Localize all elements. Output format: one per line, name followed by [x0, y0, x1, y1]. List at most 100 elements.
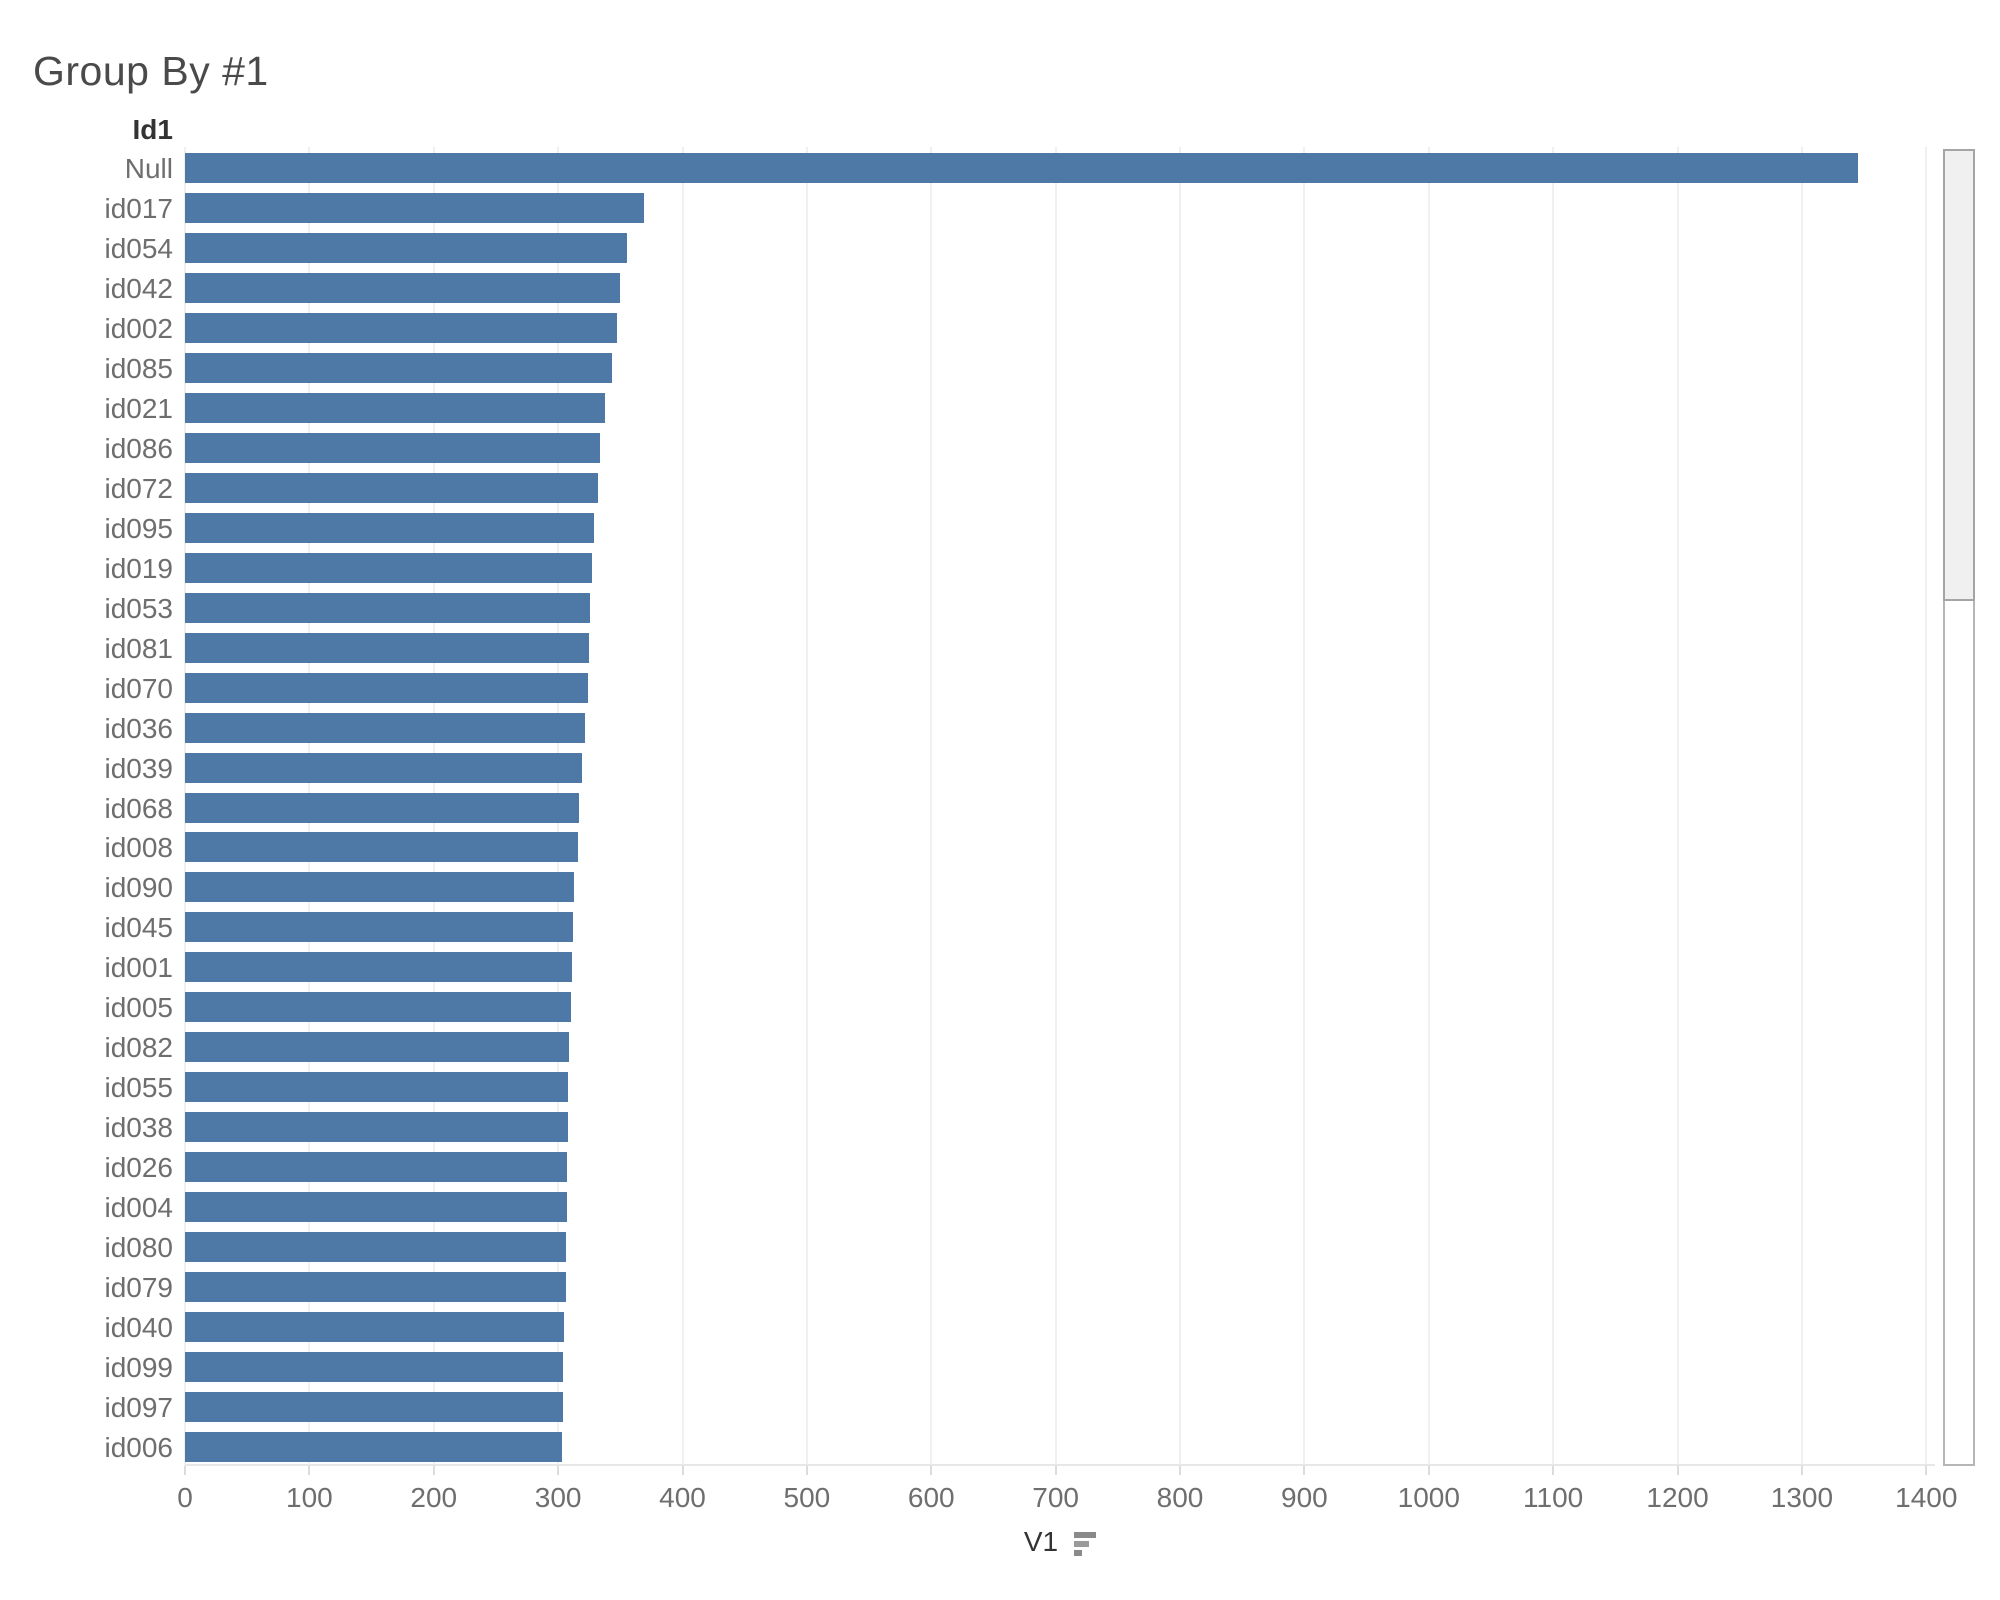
row-label[interactable]: id068 — [104, 792, 173, 824]
gridline — [805, 147, 808, 1466]
row-label[interactable]: id026 — [104, 1152, 173, 1184]
gridline — [1179, 147, 1182, 1466]
row-label[interactable]: id053 — [104, 592, 173, 624]
x-axis-tick-label: 100 — [286, 1482, 333, 1513]
x-axis-tick-label: 1300 — [1770, 1482, 1834, 1513]
x-axis-tick-label: 400 — [659, 1482, 706, 1513]
row-label[interactable]: id099 — [104, 1352, 173, 1384]
row-label[interactable]: id072 — [104, 472, 173, 504]
row-label[interactable]: id001 — [104, 952, 173, 984]
gridline — [1925, 147, 1928, 1466]
row-label[interactable]: id021 — [104, 392, 173, 424]
bar-mark[interactable] — [185, 153, 1858, 183]
bar-mark[interactable] — [185, 1072, 569, 1103]
bar-mark[interactable] — [185, 1032, 570, 1063]
gridline — [1054, 147, 1057, 1466]
row-label[interactable]: id042 — [104, 272, 173, 304]
plot-area — [184, 147, 1935, 1466]
tick-mark — [1552, 1466, 1555, 1475]
row-label[interactable]: id079 — [104, 1272, 173, 1304]
gridline — [681, 147, 684, 1466]
chart-title: Group By #1 — [33, 48, 269, 94]
bar-mark[interactable] — [185, 232, 627, 263]
bar-mark[interactable] — [185, 432, 601, 463]
row-label[interactable]: id082 — [104, 1032, 173, 1064]
tick-mark — [1303, 1466, 1306, 1475]
row-label[interactable]: id085 — [104, 352, 173, 384]
bar-mark[interactable] — [185, 312, 617, 343]
row-label[interactable]: id008 — [104, 832, 173, 864]
row-label[interactable]: id039 — [104, 752, 173, 784]
bar-mark[interactable] — [185, 1432, 562, 1463]
row-label-column: Null id017 id054 id042 id002 id085 id021 id086 i… — [0, 147, 173, 1466]
gridline — [1676, 147, 1679, 1466]
bar-mark[interactable] — [185, 192, 644, 223]
x-axis-tick-label: 300 — [534, 1482, 582, 1513]
x-axis-tick-labels: 0 100 200 300 400 500 600 700 800 900 1000 1100 1200… — [177, 1481, 1957, 1515]
bar-mark[interactable] — [185, 352, 612, 383]
x-axis-tick-marks — [184, 1466, 1935, 1475]
vertical-scrollbar-thumb[interactable] — [1943, 149, 1975, 601]
tick-mark — [432, 1466, 435, 1475]
row-label[interactable]: id005 — [104, 992, 173, 1024]
gridline — [1303, 147, 1306, 1466]
bar-mark[interactable] — [185, 1112, 569, 1143]
bar-mark[interactable] — [185, 1152, 567, 1183]
row-label[interactable]: id045 — [104, 912, 173, 944]
bar-mark[interactable] — [185, 272, 621, 303]
row-label[interactable]: id040 — [104, 1312, 173, 1344]
gridline — [1552, 147, 1555, 1466]
bar-mark[interactable] — [185, 832, 579, 863]
x-axis-line — [185, 1464, 1935, 1466]
bar-mark[interactable] — [185, 792, 580, 823]
row-label[interactable]: id017 — [104, 192, 173, 224]
descending-sort-icon[interactable] — [1074, 1532, 1097, 1556]
tick-mark — [1054, 1466, 1057, 1475]
row-label[interactable]: id081 — [104, 632, 173, 664]
tick-mark — [805, 1466, 808, 1475]
tick-mark — [1925, 1466, 1928, 1475]
row-label[interactable]: id054 — [104, 232, 173, 264]
row-label[interactable]: id097 — [104, 1392, 173, 1424]
row-label[interactable]: id006 — [104, 1432, 173, 1464]
tick-mark — [184, 1466, 186, 1475]
bar-mark[interactable] — [185, 1352, 564, 1383]
bar-mark[interactable] — [185, 912, 574, 943]
bar-mark[interactable] — [185, 552, 592, 583]
x-axis-tick-label: 200 — [410, 1482, 458, 1513]
bar-mark[interactable] — [185, 1392, 564, 1423]
bar-mark[interactable] — [185, 392, 606, 423]
x-axis-tick-label: 900 — [1281, 1482, 1328, 1513]
bar-mark[interactable] — [185, 872, 575, 903]
x-axis-tick-label: 1400 — [1895, 1482, 1958, 1513]
row-label[interactable]: id055 — [104, 1072, 173, 1104]
category-column-header: Id1 — [132, 114, 173, 145]
row-label[interactable]: id080 — [104, 1232, 173, 1264]
bar-mark[interactable] — [185, 632, 590, 663]
row-label[interactable]: id002 — [104, 312, 173, 344]
tick-mark — [1676, 1466, 1679, 1475]
row-label[interactable]: Null — [124, 153, 173, 184]
bar-mark[interactable] — [185, 1192, 567, 1223]
bar-mark[interactable] — [185, 1272, 566, 1303]
tick-mark — [681, 1466, 684, 1475]
bar-mark[interactable] — [185, 1312, 565, 1343]
bar-mark[interactable] — [185, 592, 591, 623]
row-label[interactable]: id019 — [104, 552, 173, 584]
row-label[interactable]: id036 — [104, 712, 173, 744]
row-label[interactable]: id086 — [104, 432, 173, 464]
bar-mark[interactable] — [185, 472, 598, 503]
row-label[interactable]: id070 — [104, 672, 173, 704]
bar-mark[interactable] — [185, 992, 571, 1023]
row-label[interactable]: id090 — [104, 872, 173, 904]
bar-mark[interactable] — [185, 752, 582, 783]
bar-mark[interactable] — [185, 952, 572, 983]
row-label[interactable]: id004 — [104, 1192, 173, 1224]
row-label[interactable]: id095 — [104, 512, 173, 544]
bar-mark[interactable] — [185, 712, 586, 743]
bar-mark[interactable] — [185, 1232, 566, 1263]
bar-mark[interactable] — [185, 512, 595, 543]
bar-mark[interactable] — [185, 672, 588, 703]
row-label[interactable]: id038 — [104, 1112, 173, 1144]
